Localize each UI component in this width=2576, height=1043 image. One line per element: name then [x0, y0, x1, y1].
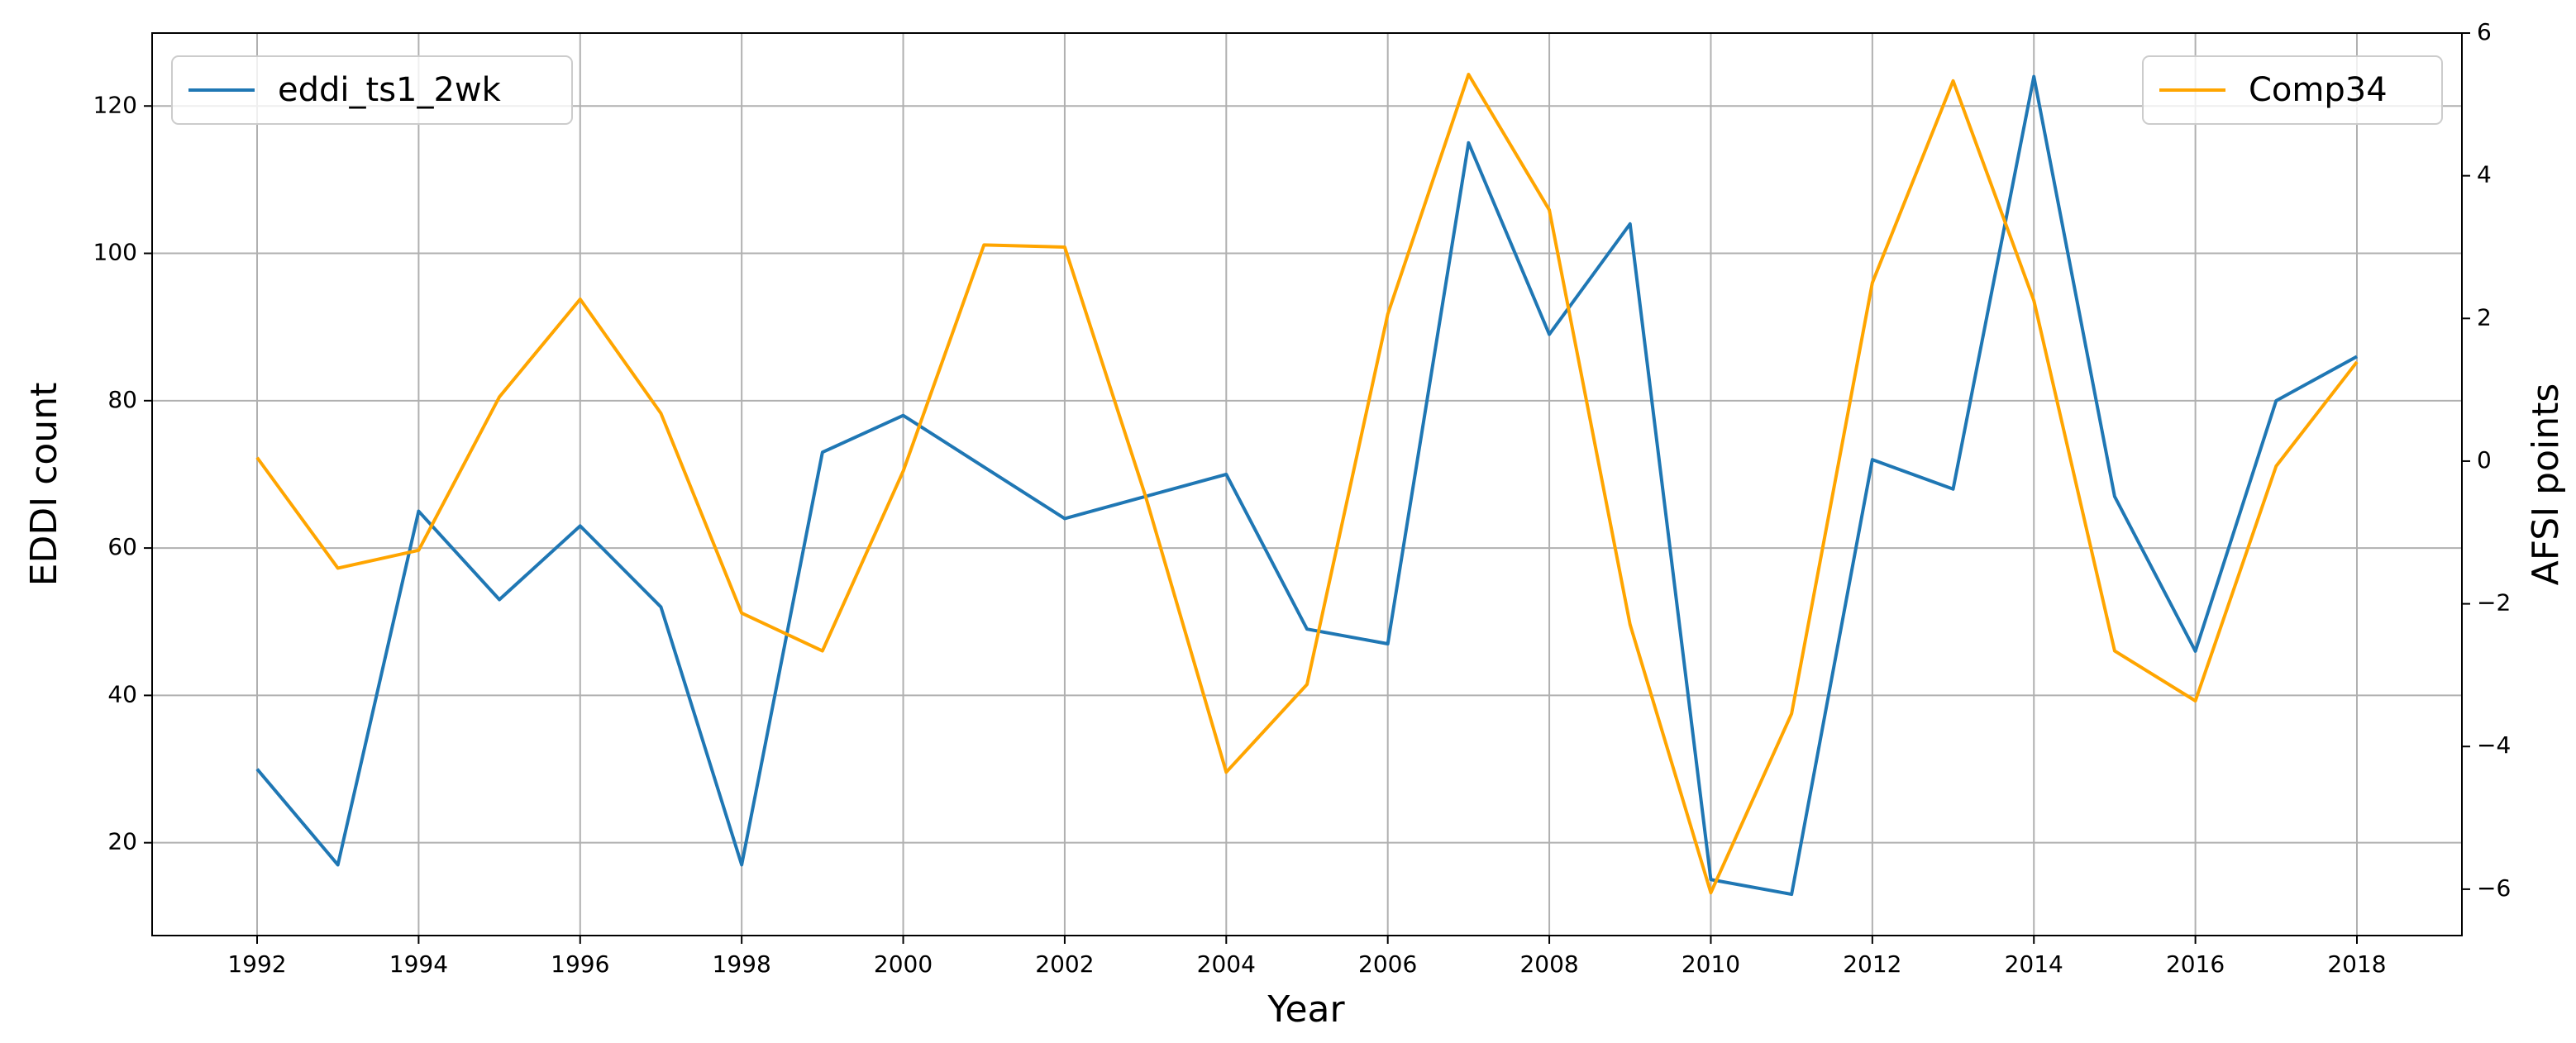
x-tick-label: 1994 — [389, 950, 448, 978]
x-tick-label: 2006 — [1358, 950, 1417, 978]
lines — [255, 73, 2359, 897]
x-tick-label: 1992 — [227, 950, 286, 978]
y-tick-label: 80 — [107, 386, 137, 413]
legend-label: eddi_ts1_2wk — [278, 71, 502, 109]
x-tick-label: 2014 — [2005, 950, 2063, 978]
x-tick-label: 2012 — [1843, 950, 1901, 978]
y2-tick-label: −2 — [2477, 589, 2511, 617]
x-tick-label: 2008 — [1519, 950, 1578, 978]
x-tick-label: 2004 — [1197, 950, 1256, 978]
y2-axis-label: AFSI points — [2525, 383, 2567, 586]
series-line — [255, 73, 2359, 895]
x-axis-label: Year — [1267, 988, 1345, 1031]
y-tick-label: 120 — [93, 91, 137, 118]
x-tick-label: 2010 — [1682, 950, 1740, 978]
plot-frame — [151, 32, 2463, 936]
y-tick-label: 60 — [107, 533, 137, 560]
x-tick-label: 2000 — [874, 950, 933, 978]
legend-label: Comp34 — [2249, 71, 2388, 109]
y2-tick-label: 2 — [2477, 303, 2492, 331]
y2-tick-label: 0 — [2477, 446, 2492, 474]
y2-tick-label: −6 — [2477, 874, 2511, 902]
y2-tick-label: 4 — [2477, 161, 2492, 188]
x-tick-label: 2002 — [1035, 950, 1094, 978]
y-tick-label: 100 — [93, 239, 137, 266]
grid — [152, 33, 2462, 936]
legend-box — [171, 55, 573, 125]
plot-area — [152, 33, 2462, 936]
y2-tick-label: −4 — [2477, 731, 2511, 759]
y-axis-label: EDDI count — [23, 383, 65, 587]
x-tick-label: 1996 — [551, 950, 609, 978]
series-line — [255, 74, 2358, 897]
x-tick-label: 2016 — [2166, 950, 2225, 978]
legend: eddi_ts1_2wk Comp34 — [171, 55, 2443, 125]
legend-box — [2142, 55, 2443, 125]
x-tick-label: 1998 — [713, 950, 771, 978]
ticks: 1992 1994 1996 1998 2000 2002 2004 2006 2008 2010… — [93, 18, 2512, 978]
y-tick-label: 40 — [107, 680, 137, 707]
y-tick-label: 20 — [107, 828, 137, 855]
x-tick-label: 2018 — [2327, 950, 2386, 978]
y2-tick-label: 6 — [2477, 18, 2492, 45]
